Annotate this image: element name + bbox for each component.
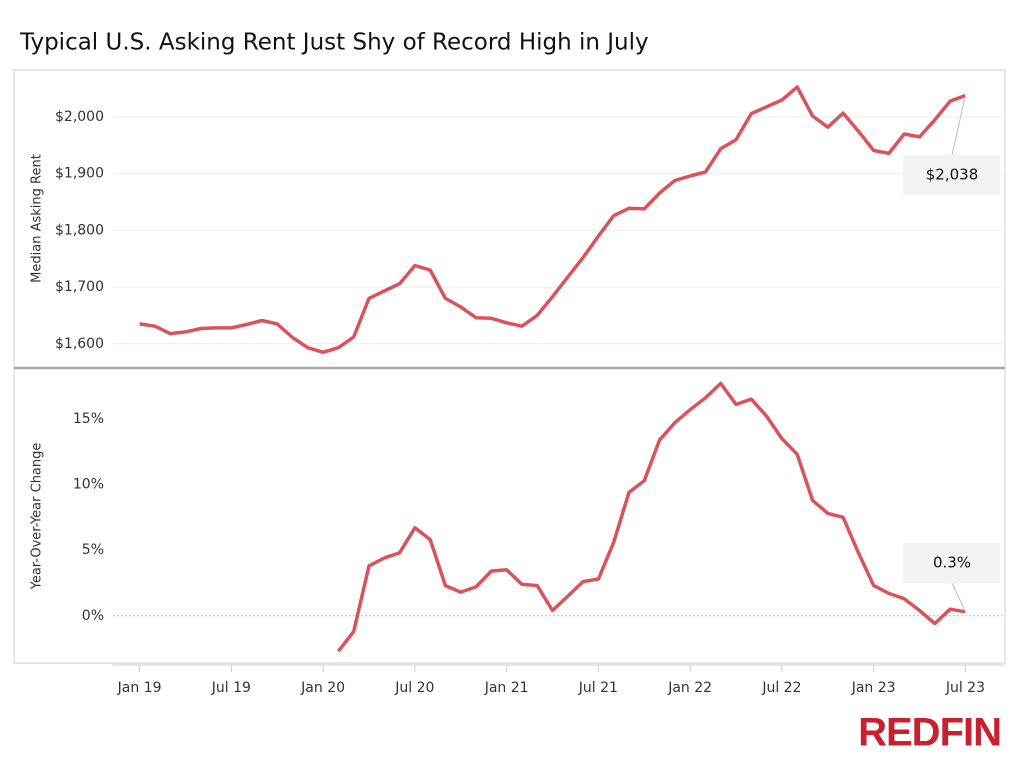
x-tick-label: Jan 19 <box>117 680 162 696</box>
y-tick-label: 5% <box>82 542 104 558</box>
y-axis-label: Year-Over-Year Change <box>30 443 45 591</box>
annotation-label: $2,038 <box>926 166 979 184</box>
annotation-box <box>903 155 1000 195</box>
y-tick-label: 15% <box>73 411 104 427</box>
y-tick-label: $1,900 <box>55 166 104 182</box>
x-tick-label: Jul 21 <box>578 680 618 696</box>
y-tick-label: $2,000 <box>55 109 104 125</box>
x-tick-label: Jan 20 <box>300 680 345 696</box>
logo: REDFIN <box>858 711 1001 755</box>
y-tick-label: 10% <box>73 477 104 493</box>
annotation-box <box>903 543 1000 583</box>
x-tick-label: Jul 22 <box>761 680 801 696</box>
annotation-leader <box>951 582 966 613</box>
annotation-label: 0.3% <box>933 554 971 572</box>
x-tick-label: Jul 20 <box>394 680 434 696</box>
annotation-leader <box>951 95 966 156</box>
x-tick-label: Jul 23 <box>945 680 985 696</box>
chart-title: Typical U.S. Asking Rent Just Shy of Rec… <box>19 30 649 56</box>
y-tick-label: $1,800 <box>55 222 104 238</box>
x-tick-label: Jan 21 <box>484 680 529 696</box>
panel-frame <box>13 368 1006 664</box>
y-tick-label: $1,700 <box>55 279 104 295</box>
y-axis-label: Median Asking Rent <box>30 154 45 283</box>
line <box>337 381 966 653</box>
x-tick-label: Jul 19 <box>211 680 251 696</box>
x-tick-label: Jan 23 <box>851 680 896 696</box>
x-tick-label: Jan 22 <box>667 680 712 696</box>
line <box>139 85 967 355</box>
y-tick-label: $1,600 <box>55 336 104 352</box>
y-tick-label: 0% <box>82 608 104 624</box>
